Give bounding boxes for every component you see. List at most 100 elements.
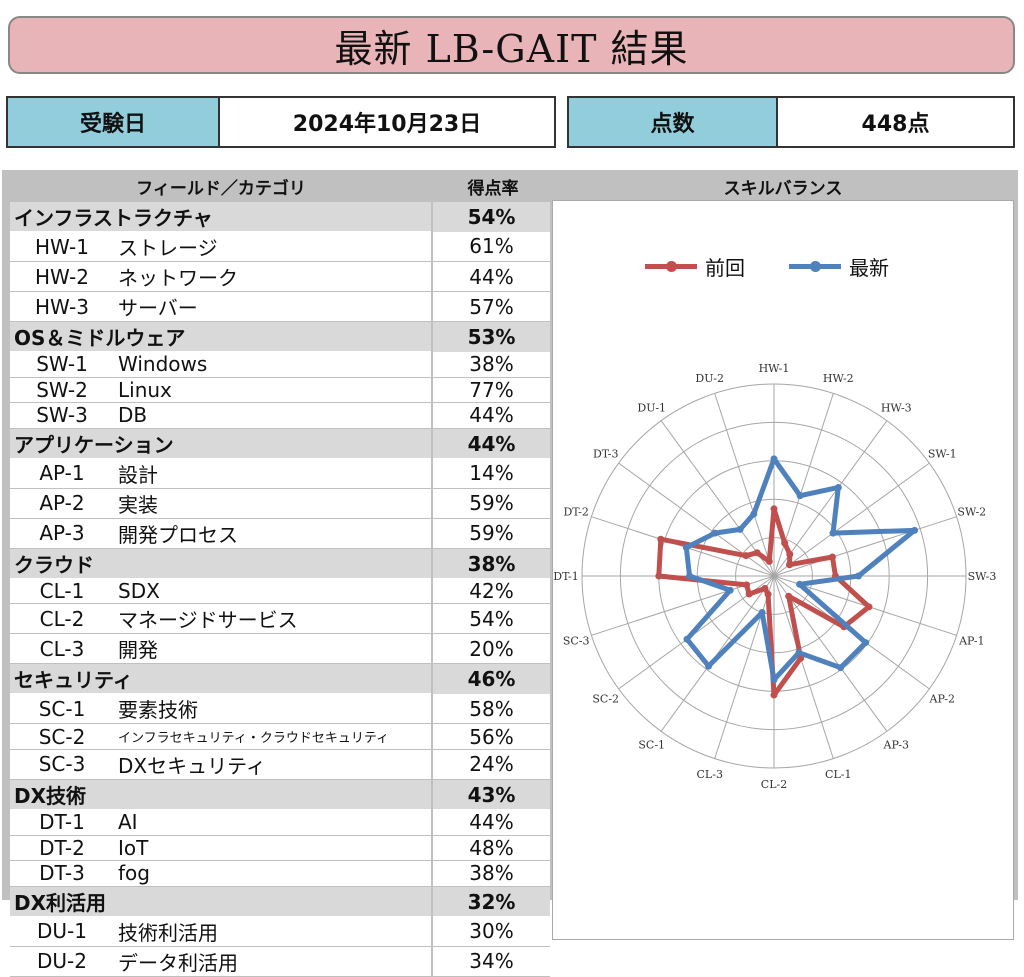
item-row: DT-3 fog 38% (10, 860, 550, 887)
item-rate: 34% (431, 946, 550, 977)
title-banner: 最新 LB-GAIT 結果 (8, 16, 1015, 74)
category-rate: 46% (431, 663, 550, 694)
item-rate: 38% (431, 351, 550, 378)
item-row: HW-1 ストレージ 61% (10, 231, 550, 262)
item-name: ネットワーク (114, 261, 432, 292)
item-name: DB (114, 402, 432, 429)
item-row: DU-1 技術利活用 30% (10, 916, 550, 947)
category-rate: 38% (431, 548, 550, 579)
item-row: SC-2 インフラセキュリティ・クラウドセキュリティ 56% (10, 723, 550, 750)
exam-date-label: 受験日 (8, 98, 220, 146)
category-row: DX技術 43% (10, 779, 550, 810)
category-row: クラウド 38% (10, 548, 550, 579)
item-name: データ利活用 (114, 946, 432, 977)
exam-date-box: 受験日 2024年10月23日 (6, 96, 556, 148)
chart-legend: 前回 最新 (645, 252, 889, 281)
item-row: SW-3 DB 44% (10, 402, 550, 429)
item-rate: 48% (431, 835, 550, 862)
item-code: DT-2 (10, 835, 114, 862)
item-name: DXセキュリティ (114, 749, 432, 780)
rate-column-header: 得点率 (467, 178, 519, 199)
item-name: Windows (114, 351, 432, 378)
item-rate: 59% (431, 488, 550, 519)
legend-swatch-previous (645, 261, 697, 272)
category-name: セキュリティ (10, 663, 432, 695)
category-name: DX利活用 (10, 886, 432, 917)
item-name: 開発 (114, 633, 432, 665)
item-name: 実装 (114, 488, 432, 519)
item-rate: 61% (431, 231, 550, 262)
item-code: DT-3 (10, 860, 114, 887)
legend-item-previous: 前回 (645, 252, 745, 281)
item-name: fog (114, 860, 432, 887)
item-code: HW-3 (10, 291, 114, 322)
item-code: AP-2 (10, 488, 114, 519)
category-name: DX技術 (10, 779, 432, 810)
item-row: SW-1 Windows 38% (10, 351, 550, 378)
item-rate: 14% (431, 458, 550, 489)
item-row: HW-3 サーバー 57% (10, 291, 550, 322)
item-row: SC-1 要素技術 58% (10, 693, 550, 725)
category-row: DX利活用 32% (10, 886, 550, 917)
item-name: マネージドサービス (114, 603, 432, 635)
item-code: AP-3 (10, 518, 114, 549)
item-row: SC-3 DXセキュリティ 24% (10, 749, 550, 780)
item-name: インフラセキュリティ・クラウドセキュリティ (114, 723, 432, 750)
item-name: 要素技術 (114, 693, 432, 725)
item-name: SDX (114, 578, 432, 605)
score-table: インフラストラクチャ 54% HW-1 ストレージ 61% HW-2 ネットワーク 44% HW… (10, 202, 550, 977)
item-rate: 56% (431, 723, 550, 750)
item-rate: 30% (431, 916, 550, 947)
item-rate: 59% (431, 518, 550, 549)
score-box: 点数 448点 (567, 96, 1015, 148)
item-name: 開発プロセス (114, 518, 432, 549)
item-name: 設計 (114, 458, 432, 489)
item-code: SC-2 (10, 723, 114, 750)
item-code: SW-3 (10, 402, 114, 429)
item-code: SC-1 (10, 693, 114, 725)
exam-date-value: 2024年10月23日 (292, 112, 482, 137)
item-code: SW-2 (10, 377, 114, 404)
item-rate: 24% (431, 749, 550, 780)
item-rate: 77% (431, 377, 550, 404)
category-name: OS＆ミドルウェア (10, 321, 432, 352)
legend-swatch-latest (789, 261, 841, 272)
item-code: CL-1 (10, 578, 114, 605)
item-row: CL-3 開発 20% (10, 633, 550, 665)
item-row: HW-2 ネットワーク 44% (10, 261, 550, 292)
score-value: 448点 (861, 112, 930, 137)
item-name: IoT (114, 835, 432, 862)
item-name: AI (114, 809, 432, 836)
item-code: HW-2 (10, 261, 114, 292)
score-label: 点数 (569, 98, 778, 146)
category-row: インフラストラクチャ 54% (10, 202, 550, 232)
category-name: インフラストラクチャ (10, 202, 432, 232)
item-rate: 20% (431, 633, 550, 665)
item-rate: 42% (431, 578, 550, 605)
item-name: 技術利活用 (114, 916, 432, 947)
item-code: AP-1 (10, 458, 114, 489)
item-row: CL-1 SDX 42% (10, 578, 550, 605)
item-row: DT-1 AI 44% (10, 809, 550, 836)
category-row: OS＆ミドルウェア 53% (10, 321, 550, 352)
item-row: DT-2 IoT 48% (10, 835, 550, 862)
item-code: HW-1 (10, 231, 114, 262)
item-row: CL-2 マネージドサービス 54% (10, 603, 550, 635)
legend-label-previous: 前回 (705, 256, 745, 280)
category-row: セキュリティ 46% (10, 663, 550, 695)
item-rate: 44% (431, 402, 550, 429)
item-row: SW-2 Linux 77% (10, 377, 550, 404)
category-rate: 53% (431, 321, 550, 352)
category-name: クラウド (10, 548, 432, 579)
item-row: AP-2 実装 59% (10, 488, 550, 519)
category-rate: 43% (431, 779, 550, 810)
item-row: DU-2 データ利活用 34% (10, 946, 550, 977)
item-name: サーバー (114, 291, 432, 322)
category-rate: 44% (431, 428, 550, 459)
item-row: AP-1 設計 14% (10, 458, 550, 489)
item-code: DT-1 (10, 809, 114, 836)
item-rate: 38% (431, 860, 550, 887)
item-code: SW-1 (10, 351, 114, 378)
item-name: Linux (114, 377, 432, 404)
page-title: 最新 LB-GAIT 結果 (334, 26, 689, 71)
